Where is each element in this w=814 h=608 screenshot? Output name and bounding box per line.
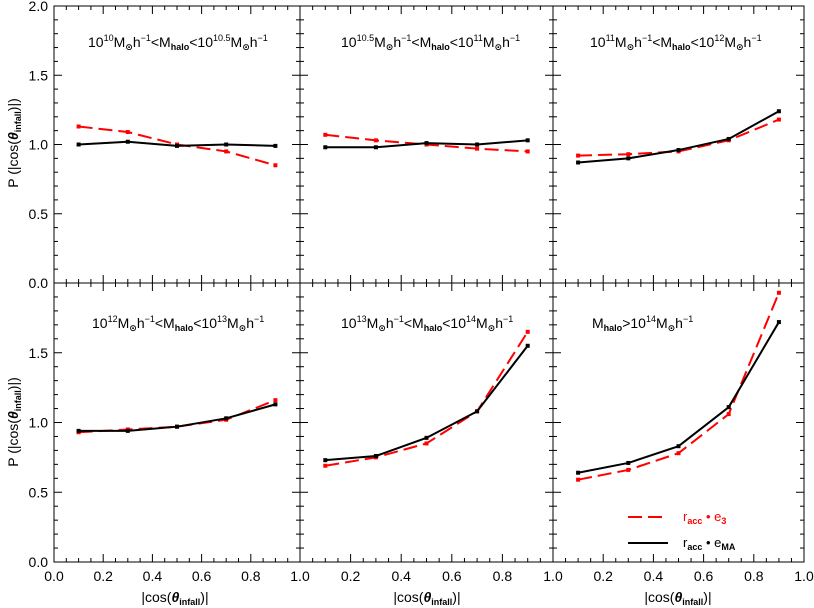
x-tick-label: 0.0 <box>44 568 64 584</box>
y-tick-label: 1.0 <box>29 415 49 431</box>
panel-2-series-e3-point <box>373 138 378 143</box>
panel-3-series-ema-point <box>576 160 581 165</box>
panel-6-series-ema-point <box>776 320 781 325</box>
panels-group: 0.0 0.5 1.0 1.5 2.0 0.0 0.5 1.0 1.5 0.0 0.2 0.4 0.6 0… <box>29 0 814 584</box>
panel-5-series-ema-point <box>475 409 480 414</box>
y-tick-label: 1.5 <box>29 67 49 83</box>
panel-6-label: Mhalo>1014M⊙h−1 <box>592 314 693 333</box>
y-tick-label: 0.0 <box>29 275 49 291</box>
x-tick-label: 0.4 <box>143 568 163 584</box>
panel-2-series-ema-point <box>525 138 530 143</box>
legend: racc • e3 racc • eMA <box>628 509 736 552</box>
panel-4-label: 1012M⊙h−1<Mhalo<1013M⊙h−1 <box>92 314 264 333</box>
x-tick-label: 0.6 <box>694 568 714 584</box>
panel-1-series-e3-point <box>224 149 229 154</box>
panel-3-series-ema-point <box>626 156 631 161</box>
panel-3-series-e3-point <box>776 117 781 122</box>
y-tick-label: 0.0 <box>29 554 49 570</box>
panel-6-series-ema-point <box>626 460 631 465</box>
y-axis-title-top: P (|cos(θinfall)|) <box>5 98 23 188</box>
panel-5-series-e3-point <box>323 463 328 468</box>
panel-4-series-ema-point <box>125 428 130 433</box>
legend-label-ema: racc • eMA <box>683 535 736 552</box>
x-tick-label: 0.2 <box>341 568 361 584</box>
panel-4-series-ema-point <box>76 428 81 433</box>
panel-3-series-ema-point <box>676 148 681 153</box>
panel-5-series-e3-point <box>525 329 530 334</box>
x-tick-label: 0.8 <box>744 568 764 584</box>
x-tick-label: 0.4 <box>644 568 664 584</box>
panel-2-label: 1010.5M⊙h−1<Mhalo<1011M⊙h−1 <box>341 33 520 52</box>
x-tick-label: 1.0 <box>290 568 310 584</box>
panel-5-series-ema-point <box>525 343 530 348</box>
panel-6-series-ema-point <box>576 470 581 475</box>
x-tick-label: 0.2 <box>593 568 613 584</box>
panel-2-series-ema-point <box>323 145 328 150</box>
panel-2-series-ema-point <box>424 141 429 146</box>
panel-3-series-e3-point <box>576 153 581 158</box>
panel-6-series-ema-point <box>726 405 731 410</box>
y-tick-label: 0.5 <box>29 206 49 222</box>
panel-6-series-ema-line <box>577 321 780 474</box>
panel-1-series-e3-point <box>273 163 278 168</box>
panel-1-series-ema-point <box>273 143 278 148</box>
y-tick-label: 1.5 <box>29 345 49 361</box>
x-axis-title-2: |cos(θinfall)| <box>393 589 460 607</box>
legend-label-e3: racc • e3 <box>683 509 726 526</box>
panel-3-series-ema-point <box>726 136 731 141</box>
panel-3-label: 1011M⊙h−1<Mhalo<1012M⊙h−1 <box>590 33 762 52</box>
panel-4-series-e3-point <box>273 398 278 403</box>
panel-1-series-ema-point <box>224 142 229 147</box>
panel-1-series-e3-point <box>76 124 81 129</box>
panel-1-series-e3-point <box>125 130 130 135</box>
panel-5-series-ema-point <box>323 458 328 463</box>
x-tick-label: 0.6 <box>192 568 212 584</box>
panel-2-series-ema-point <box>475 142 480 147</box>
x-tick-label: 0.6 <box>442 568 462 584</box>
panel-6-series-e3-point <box>576 477 581 482</box>
panel-5-series-e3-line <box>325 331 529 467</box>
panel-1-label: 1010M⊙h−1<Mhalo<1010.5M⊙h−1 <box>88 33 268 52</box>
panel-6-series-e3-point <box>776 290 781 295</box>
panel-5-series-e3-point <box>424 441 429 446</box>
panel-4-series-ema-point <box>175 424 179 429</box>
panel-6-series-e3-point <box>726 412 731 417</box>
panel-5-label: 1013M⊙h−1<Mhalo<1014M⊙h−1 <box>341 314 513 333</box>
panel-2-series-e3-point <box>323 132 328 137</box>
panel-6-series-e3-point <box>676 451 681 456</box>
panel-3-series-ema-point <box>776 109 781 114</box>
panel-2-series-ema-point <box>373 145 378 150</box>
y-tick-label: 2.0 <box>29 0 49 14</box>
x-axis-title-3: |cos(θinfall)| <box>644 589 711 607</box>
y-axis-title-bottom: P (|cos(θinfall)|) <box>5 377 23 467</box>
panel-6-series-e3-point <box>626 467 631 472</box>
panel-3-series-e3-point <box>626 152 631 157</box>
x-tick-label: 0.4 <box>391 568 411 584</box>
x-tick-label: 0.8 <box>241 568 261 584</box>
panel-1-series-ema-point <box>125 139 130 144</box>
panel-2-series-e3-point <box>525 149 530 154</box>
y-tick-label: 0.5 <box>29 484 49 500</box>
y-tick-label: 1.0 <box>29 137 49 153</box>
panel-4-series-ema-point <box>224 416 229 421</box>
panel-2-series-e3-point <box>475 146 480 151</box>
panel-6-series-ema-point <box>676 444 681 449</box>
panel-4-series-ema-point <box>273 402 278 407</box>
panel-5-series-ema-point <box>424 435 429 440</box>
panel-5-series-ema-point <box>373 453 378 458</box>
x-tick-label: 0.2 <box>93 568 113 584</box>
x-tick-label: 0.8 <box>493 568 513 584</box>
panel-1-series-ema-point <box>76 142 81 147</box>
panel-1-series-ema-point <box>175 143 179 148</box>
x-axis-title-1: |cos(θinfall)| <box>141 589 208 607</box>
x-tick-label: 1.0 <box>543 568 563 584</box>
x-tick-label: 1.0 <box>794 568 814 584</box>
